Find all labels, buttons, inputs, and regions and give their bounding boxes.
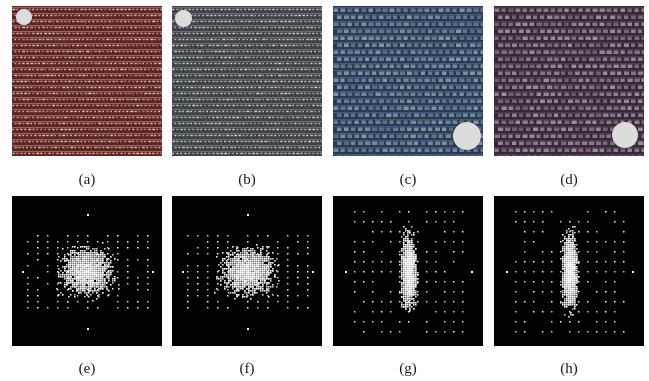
- spectrum-image-e: [12, 196, 162, 346]
- caption-e: (e): [78, 361, 96, 377]
- caption-a: (a): [78, 172, 96, 188]
- caption-f: (f): [239, 361, 255, 377]
- reference-marker-d: [612, 122, 638, 148]
- reference-marker-c: [453, 122, 481, 150]
- spectrum-image-f: [172, 196, 322, 346]
- caption-c: (c): [399, 172, 417, 188]
- caption-b: (b): [238, 172, 256, 188]
- fabric-image-d: [494, 6, 644, 156]
- caption-d: (d): [560, 172, 578, 188]
- caption-h: (h): [560, 361, 578, 377]
- reference-marker-a: [16, 9, 32, 25]
- reference-marker-b: [175, 10, 192, 27]
- fabric-image-a: [12, 6, 162, 156]
- spectrum-image-h: [494, 196, 644, 346]
- fabric-image-c: [333, 6, 483, 156]
- fabric-image-b: [172, 6, 322, 156]
- caption-g: (g): [399, 361, 417, 377]
- spectrum-image-g: [333, 196, 483, 346]
